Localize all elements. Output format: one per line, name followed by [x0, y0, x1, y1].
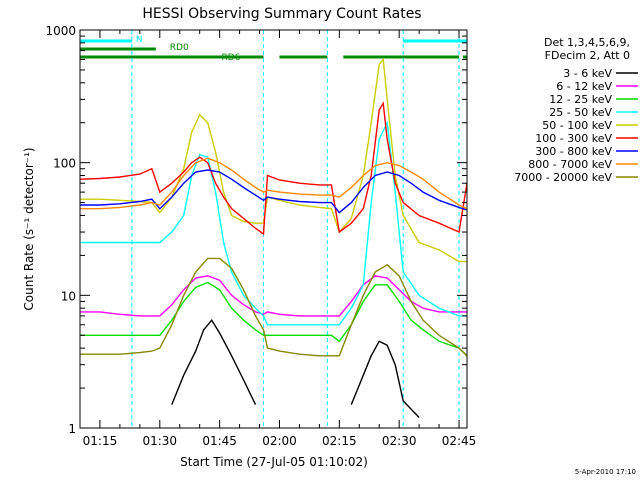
y-tick-label: 10 [61, 289, 76, 303]
series-layer [79, 57, 468, 418]
y-tick-label: 1000 [45, 24, 76, 38]
series-line-3-6-kev [171, 319, 257, 405]
plot-frame [79, 29, 468, 429]
x-tick-label: 01:15 [83, 434, 118, 448]
series-line-100-300-kev [79, 101, 468, 236]
x-tick-label: 02:30 [382, 434, 417, 448]
legend-label: 25 - 50 keV [549, 106, 612, 119]
legend: Det 1,3,4,5,6,9, FDecim 2, Att 0 3 - 6 k… [514, 36, 638, 184]
legend-label: 300 - 800 keV [535, 145, 612, 158]
y-tick-label: 1 [68, 422, 76, 436]
legend-label: 12 - 25 keV [549, 93, 612, 106]
flag-label-rd6: RD6 [222, 53, 241, 63]
series-line-6-12-kev [80, 275, 467, 317]
plot-area: N RD0 RD6 [79, 29, 468, 429]
series-line-3-6-kev [350, 340, 420, 418]
chart-title: HESSI Observing Summary Count Rates [142, 6, 421, 22]
series-line-25-50-kev [80, 120, 467, 326]
x-axis-label: Start Time (27-Jul-05 01:10:02) [180, 455, 368, 469]
x-tick-label: 02:00 [262, 434, 297, 448]
y-axis: 1 10 100 1000 [45, 24, 467, 436]
series-line-12-25-kev [80, 281, 468, 357]
flags-layer: N RD0 RD6 [80, 30, 467, 428]
legend-label: 3 - 6 keV [563, 67, 612, 80]
legend-label: 800 - 7000 keV [528, 158, 612, 171]
x-tick-label: 01:45 [202, 434, 237, 448]
series-line-7000-20000-kev [80, 257, 468, 357]
x-tick-label: 02:45 [442, 434, 477, 448]
legend-header-line-2: FDecim 2, Att 0 [545, 49, 630, 62]
legend-label: 7000 - 20000 keV [514, 171, 612, 184]
flag-label-n: N [136, 35, 143, 45]
legend-label: 50 - 100 keV [542, 119, 612, 132]
footer-timestamp: 5-Apr-2010 17:10 [575, 468, 636, 476]
series-line-50-100-kev [80, 57, 467, 263]
series-line-800-7000-kev [80, 157, 468, 210]
y-axis-label: Count Rate (s⁻¹ detector⁻¹) [22, 147, 36, 310]
x-axis: 01:15 01:30 01:45 02:00 02:15 02:30 02:45 [79, 30, 477, 448]
x-tick-label: 01:30 [142, 434, 177, 448]
legend-label: 6 - 12 keV [556, 80, 612, 93]
legend-header-line-1: Det 1,3,4,5,6,9, [544, 36, 630, 49]
flag-label-rd0: RD0 [170, 43, 189, 53]
x-tick-label: 02:15 [322, 434, 357, 448]
y-tick-label: 100 [53, 157, 76, 171]
legend-label: 100 - 300 keV [535, 132, 612, 145]
series-line-300-800-kev [80, 169, 468, 214]
